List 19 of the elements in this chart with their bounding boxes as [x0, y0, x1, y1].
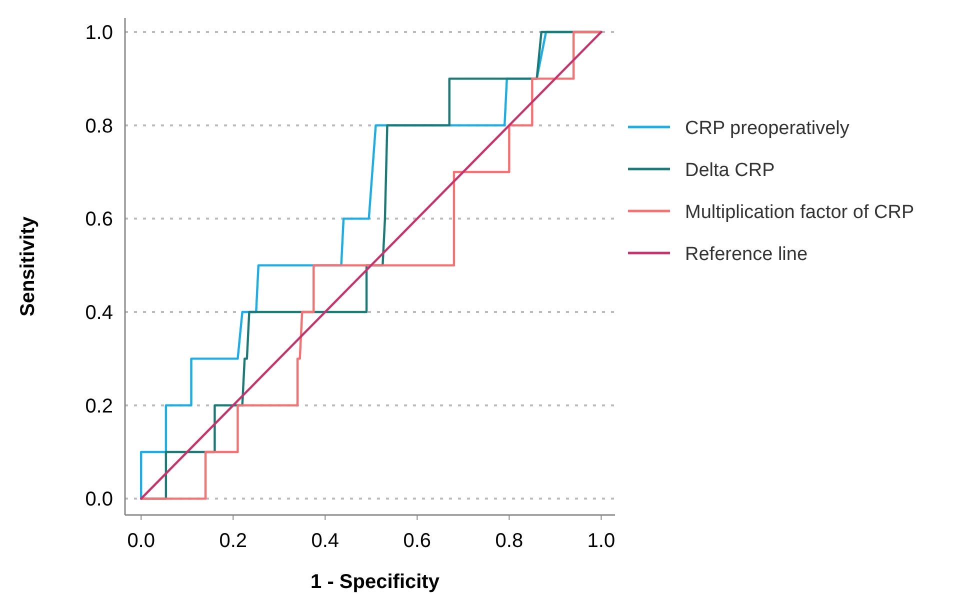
legend-label: Delta CRP	[685, 160, 775, 181]
y-tick-label: 0.8	[85, 115, 113, 138]
y-tick-label: 0.0	[85, 488, 113, 511]
x-tick-label: 1.0	[587, 530, 616, 552]
y-tick-label: 0.4	[85, 302, 113, 324]
legend-label: Reference line	[685, 244, 808, 265]
x-tick-label: 0.0	[127, 530, 156, 552]
x-tick-label: 0.8	[495, 530, 524, 552]
legend-label: Multiplication factor of CRP	[685, 202, 914, 223]
x-tick-label: 0.4	[311, 530, 340, 552]
x-tick-label: 0.2	[219, 530, 248, 552]
legend-label: CRP preoperatively	[685, 118, 850, 139]
x-axis-title: 1 - Specificity	[310, 571, 440, 593]
y-axis-title: Sensitivity	[17, 216, 39, 317]
line-series	[140, 30, 602, 500]
x-tick-label: 0.6	[403, 530, 432, 552]
y-tick-label: 1.0	[85, 22, 113, 44]
y-tick-label: 0.6	[85, 208, 113, 231]
y-tick-label: 0.2	[85, 395, 113, 418]
